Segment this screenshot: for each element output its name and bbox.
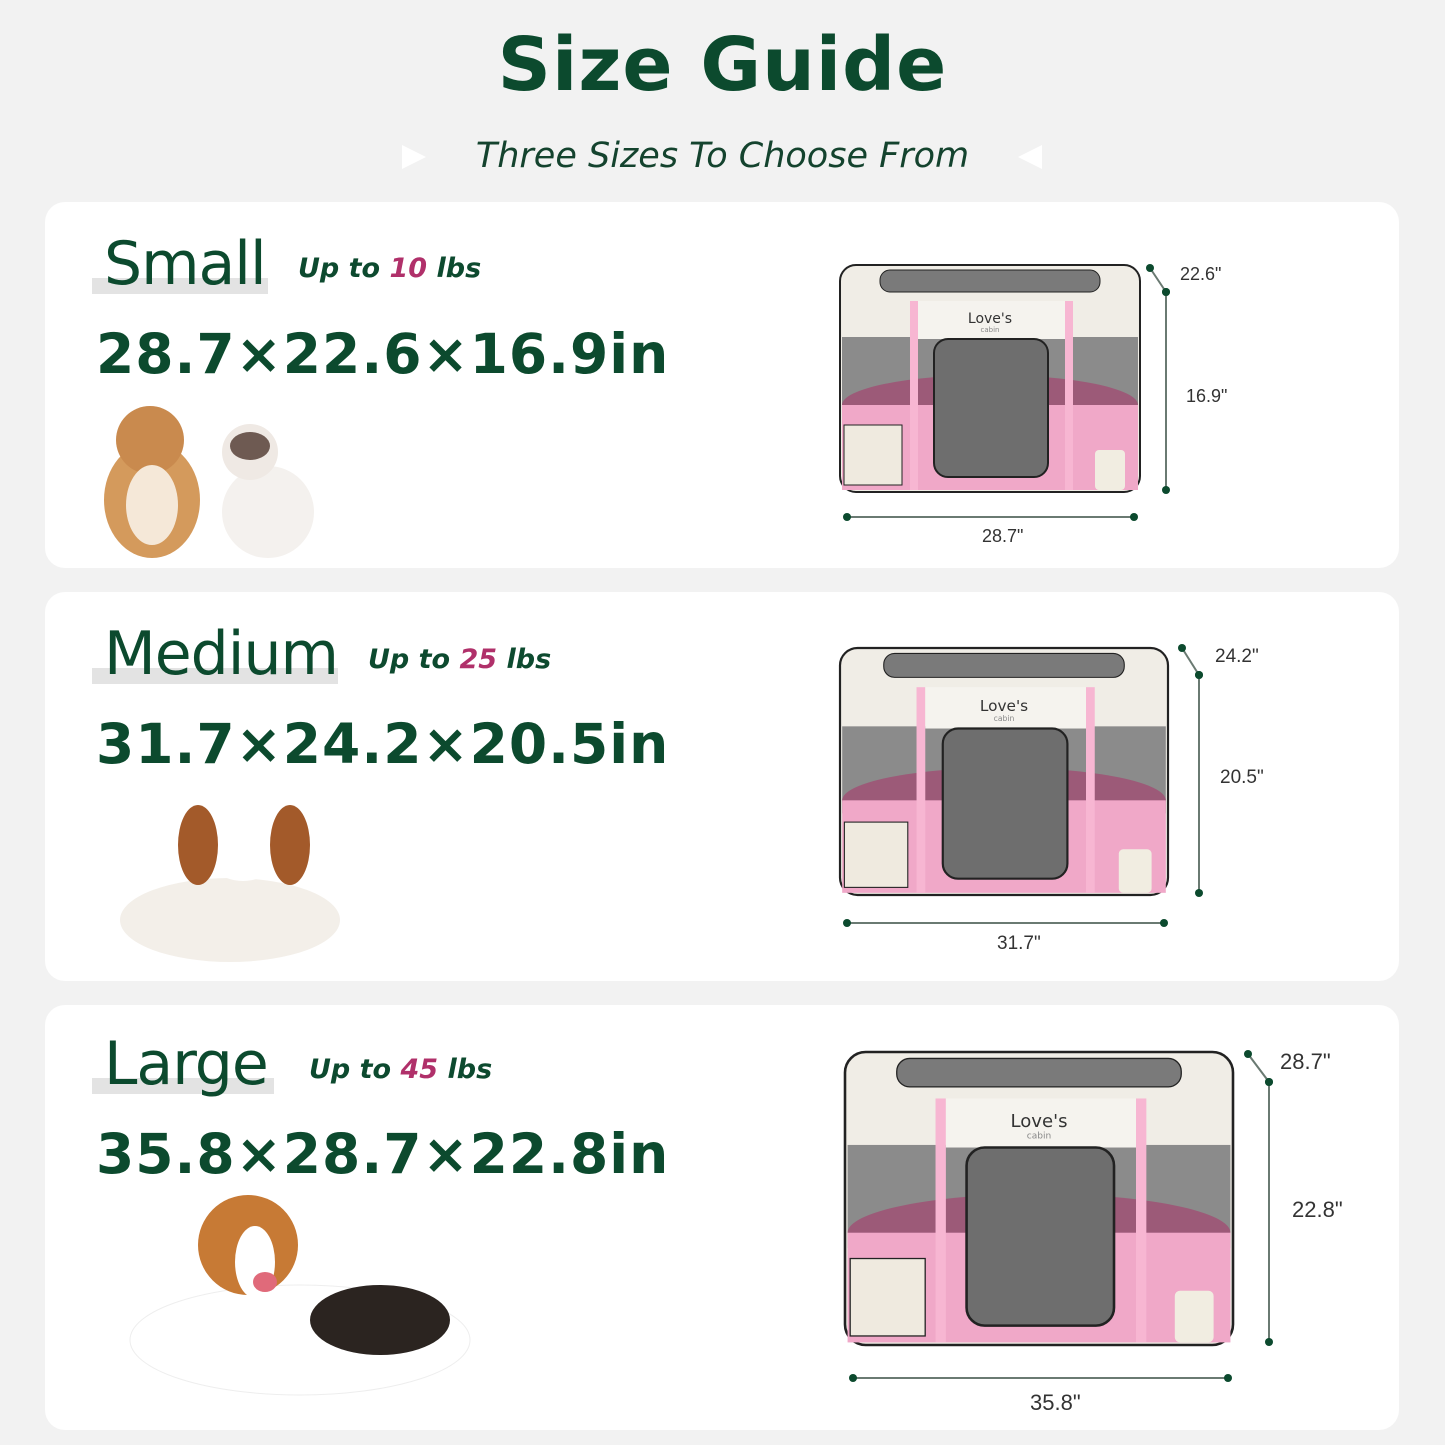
- pet-image-small-dog: [104, 406, 200, 558]
- brand-logo-sub: cabin: [1027, 1131, 1051, 1141]
- triangle-left-icon: [1018, 145, 1042, 169]
- brand-logo-sub: cabin: [994, 714, 1015, 723]
- pet-image-large-dog: [129, 1195, 471, 1396]
- dimension-line-medium-height: [1195, 671, 1203, 897]
- length-label-small: 28.7": [982, 526, 1024, 546]
- height-label-small: 16.9": [1186, 386, 1228, 406]
- length-label-large: 35.8": [1030, 1390, 1081, 1415]
- brand-logo-sub: cabin: [981, 326, 1000, 334]
- dimensions-large: 35.8×28.7×22.8in: [96, 1122, 670, 1186]
- dimension-line-large-length: [849, 1374, 1232, 1382]
- pet-image-medium-dog: [120, 789, 340, 962]
- size-name-large: Large: [92, 1034, 274, 1094]
- subtitle: Three Sizes To Choose From: [475, 136, 970, 176]
- brand-logo: Love's: [980, 697, 1028, 715]
- depth-label-large: 28.7": [1280, 1049, 1331, 1074]
- weight-limit-small: Up to 10 lbs: [298, 253, 482, 284]
- dimension-line-small-height: [1162, 288, 1170, 494]
- dimension-line-small-length: [843, 513, 1138, 521]
- dimensions-small: 28.7×22.6×16.9in: [96, 322, 670, 386]
- brand-logo: Love's: [968, 311, 1012, 327]
- depth-label-medium: 24.2": [1215, 646, 1259, 667]
- size-name-medium: Medium: [92, 624, 339, 684]
- depth-label-small: 22.6": [1180, 264, 1222, 284]
- page-title: Size Guide: [497, 22, 948, 108]
- length-label-medium: 31.7": [997, 933, 1041, 954]
- height-label-medium: 20.5": [1220, 767, 1264, 788]
- size-name-small: Small: [92, 234, 268, 294]
- height-label-large: 22.8": [1292, 1197, 1343, 1222]
- triangle-right-icon: [402, 145, 426, 169]
- brand-logo: Love's: [1010, 1111, 1067, 1132]
- dimension-line-medium-length: [843, 919, 1168, 927]
- dimensions-medium: 31.7×24.2×20.5in: [96, 712, 670, 776]
- weight-limit-large: Up to 45 lbs: [309, 1054, 493, 1085]
- pet-image-small-cat: [222, 424, 314, 558]
- dimension-line-large-height: [1265, 1078, 1273, 1346]
- weight-limit-medium: Up to 25 lbs: [368, 644, 552, 675]
